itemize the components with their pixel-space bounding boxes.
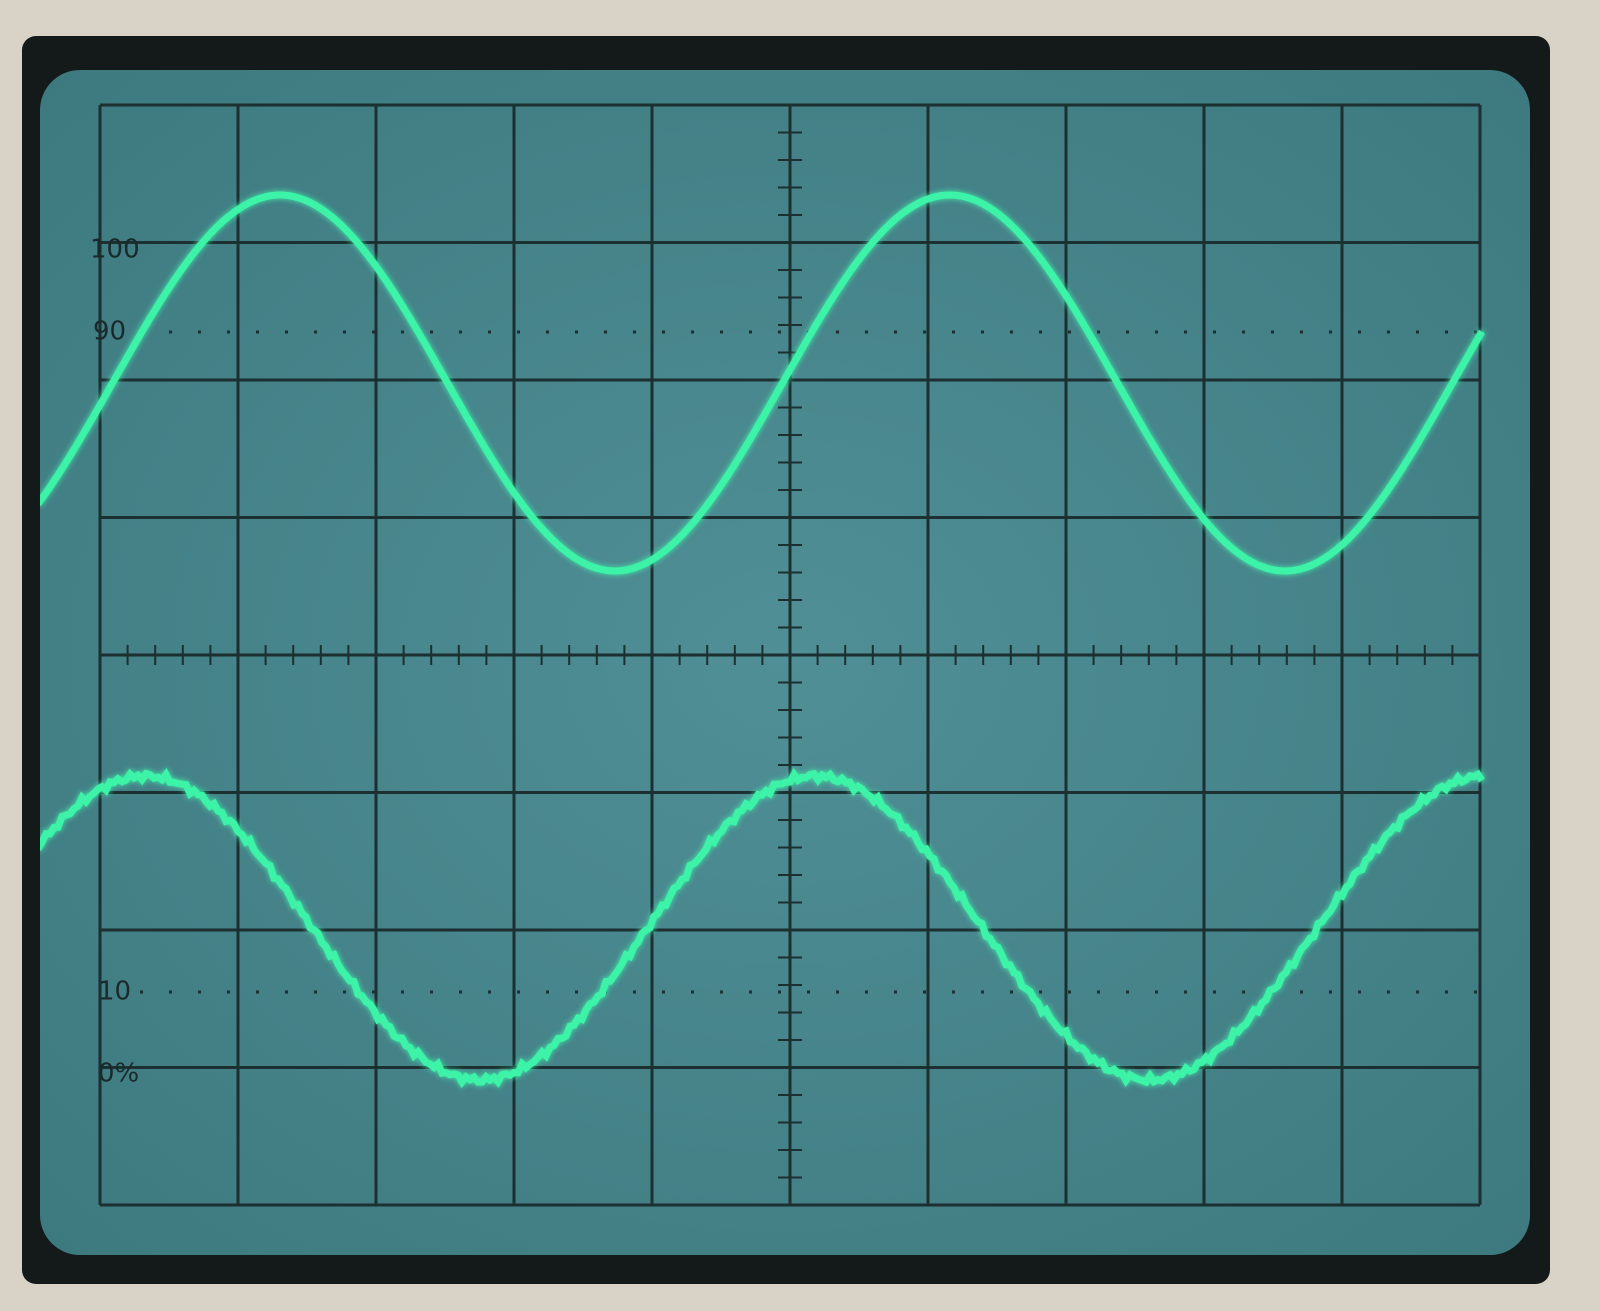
trace: [40, 191, 1486, 575]
screen: [40, 70, 1530, 1255]
graticule-label: 90: [93, 317, 126, 347]
trace: [40, 767, 1485, 1089]
graticule-label: 100: [90, 235, 140, 265]
traces: [40, 191, 1486, 1089]
graticule: [98, 103, 1482, 1207]
graticule-label: 0%: [98, 1059, 139, 1089]
graticule-label: 10: [98, 977, 131, 1007]
